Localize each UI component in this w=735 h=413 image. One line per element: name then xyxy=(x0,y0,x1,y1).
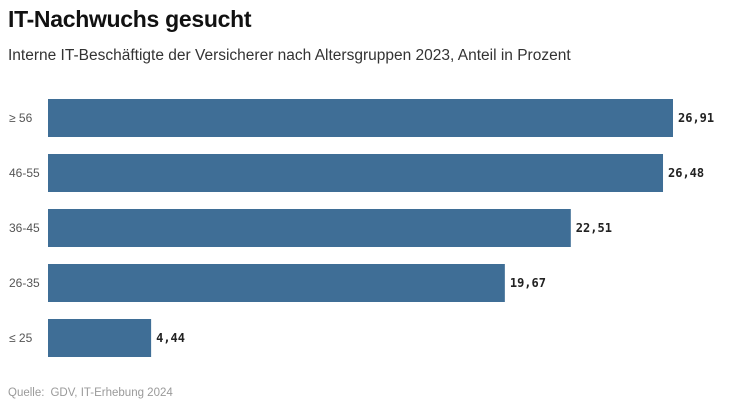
chart-subtitle: Interne IT-Beschäftigte der Versicherer … xyxy=(8,47,571,64)
bar xyxy=(48,154,664,192)
category-label: ≥ 56 xyxy=(9,111,33,125)
bar xyxy=(48,99,673,137)
category-label: ≤ 25 xyxy=(9,331,33,345)
bar xyxy=(48,319,152,357)
source-text: GDV, IT-Erhebung 2024 xyxy=(50,387,173,399)
value-label: 19,67 xyxy=(510,276,546,290)
source-note: Quelle: GDV, IT-Erhebung 2024 xyxy=(8,387,173,399)
category-label: 26-35 xyxy=(9,276,40,290)
chart-title: IT-Nachwuchs gesucht xyxy=(8,6,252,32)
bar xyxy=(48,264,505,302)
value-label: 26,91 xyxy=(678,111,714,125)
source-label: Quelle: xyxy=(8,387,45,399)
value-label: 26,48 xyxy=(668,166,704,180)
category-label: 36-45 xyxy=(9,221,40,235)
category-label: 46-55 xyxy=(9,166,40,180)
bar xyxy=(48,209,571,247)
value-label: 22,51 xyxy=(576,221,612,235)
value-label: 4,44 xyxy=(156,331,185,345)
